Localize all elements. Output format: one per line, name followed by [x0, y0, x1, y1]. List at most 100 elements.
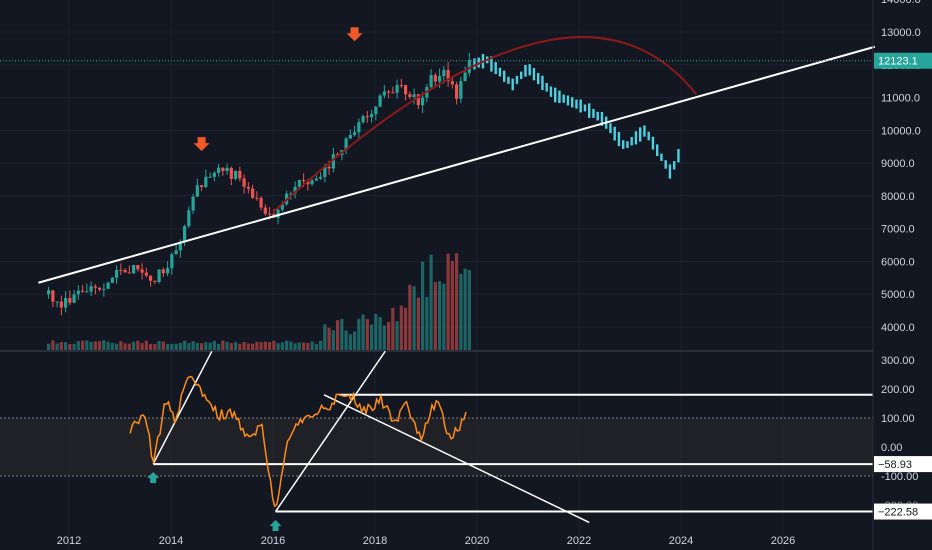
projection-bar: [566, 95, 570, 106]
projection-bar: [626, 141, 629, 149]
volume-bar: [442, 283, 446, 350]
volume-bar: [93, 341, 97, 350]
volume-bar: [433, 282, 437, 350]
volume-bar: [102, 340, 106, 350]
volume-bar: [467, 269, 471, 350]
projection-bar: [515, 75, 519, 84]
candle-body: [348, 135, 352, 139]
projection-bar: [532, 68, 536, 81]
volume-bar: [255, 341, 259, 350]
candle-body: [395, 85, 399, 93]
up-arrow-icon: [147, 472, 160, 483]
projection-bar: [575, 99, 578, 109]
volume-bar: [374, 313, 378, 350]
volume-bar: [259, 342, 263, 350]
candle-body: [225, 167, 229, 172]
candle-body: [115, 269, 119, 278]
down-arrow-icon: [193, 137, 210, 152]
projection-bar: [668, 164, 672, 179]
volume-bar: [391, 307, 395, 350]
volume-bar: [127, 343, 131, 350]
volume-bar: [170, 343, 174, 350]
price-tick-label: 6000.0: [881, 256, 915, 268]
candle-body: [438, 76, 442, 82]
down-arrow-icon: [346, 27, 363, 42]
volume-bar: [263, 341, 267, 350]
volume-bar: [166, 343, 170, 350]
candle-body: [416, 94, 420, 106]
candle-body: [229, 167, 233, 179]
candle-body: [374, 106, 378, 115]
price-tag-label: 12123.1: [878, 56, 918, 68]
projection-bar: [549, 86, 553, 97]
volume-bar: [238, 343, 242, 350]
volume-bar: [200, 343, 204, 350]
projection-bar: [494, 62, 497, 75]
candle-body: [310, 180, 314, 185]
projection-bar: [507, 76, 510, 84]
candle-body: [191, 196, 195, 211]
candle-body: [47, 290, 51, 295]
time-tick-label: 2020: [465, 535, 489, 547]
level-tag: [874, 456, 932, 473]
projection-bar: [558, 90, 561, 104]
projection-bar: [490, 56, 493, 72]
candle-body: [166, 268, 170, 274]
candle-body: [408, 94, 412, 97]
candle-body: [323, 166, 327, 177]
price-tick-label: 8000.0: [881, 191, 915, 203]
projection-bar: [617, 131, 621, 147]
candle-body: [106, 282, 110, 289]
volume-bar: [370, 324, 374, 350]
oscillator-line: [129, 375, 467, 508]
candle-body: [459, 81, 463, 99]
volume-bar: [293, 343, 297, 350]
candle-body: [242, 178, 246, 187]
candle-body: [293, 186, 297, 194]
candle-body: [174, 250, 178, 255]
volume-bar: [208, 342, 212, 350]
candle-body: [123, 270, 127, 273]
volume-bar: [446, 253, 450, 350]
volume-bar: [140, 343, 144, 350]
projection-bar: [639, 127, 642, 142]
volume-bar: [310, 341, 314, 350]
volume-bar: [340, 318, 344, 350]
volume-bar: [331, 330, 335, 350]
volume-bar: [212, 340, 216, 350]
volume-bar: [51, 340, 55, 350]
volume-bar: [378, 317, 382, 350]
volume-bar: [285, 340, 289, 350]
volume-bar: [157, 341, 161, 350]
projection-bar: [588, 103, 591, 118]
up-arrow-icon: [269, 520, 282, 531]
oscillator-tick-label: 100.00: [881, 413, 915, 425]
projection-bar: [473, 58, 476, 70]
projection-bar: [677, 149, 680, 163]
candle-body: [263, 207, 267, 214]
arc-curve: [272, 36, 698, 214]
projection-bars: [473, 54, 680, 179]
volume-bar: [353, 331, 357, 350]
candle-body: [429, 75, 433, 88]
diagonal-line: [152, 350, 213, 465]
volume-bar: [421, 261, 425, 350]
candle-body: [76, 290, 80, 295]
candle-body: [187, 210, 191, 227]
candle-body: [353, 132, 357, 136]
candle-body: [246, 186, 250, 189]
volume-bar: [174, 343, 178, 350]
volume-bar: [463, 268, 467, 350]
volume-bar: [387, 321, 391, 350]
candle-body: [136, 264, 140, 270]
volume-bar: [404, 307, 408, 350]
volume-bar: [89, 341, 93, 350]
drawings: [38, 27, 876, 284]
candle-body: [68, 297, 72, 303]
projection-bar: [545, 83, 548, 92]
projection-bar: [537, 72, 540, 85]
candle-body: [259, 197, 263, 208]
candle-body: [336, 154, 340, 156]
volume-bar: [47, 343, 51, 350]
